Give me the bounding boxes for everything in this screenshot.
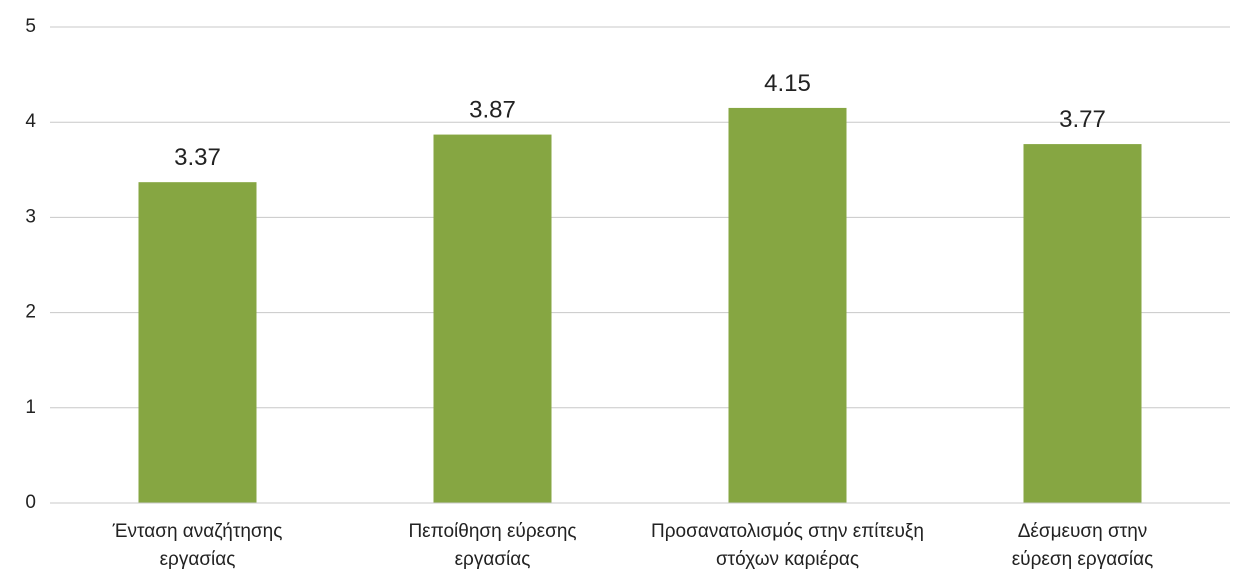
x-axis: Ένταση αναζήτησης εργασίας Πεποίθηση εύρεσ…: [50, 502, 1230, 570]
y-tick-label: 3: [25, 206, 36, 227]
x-tick-label: Πεποίθηση εύρεσης: [408, 521, 576, 542]
bar: [728, 107, 847, 504]
bar: [433, 134, 552, 504]
bar: [1023, 144, 1142, 503]
y-tick-label: 4: [25, 111, 36, 132]
y-tick-label: 2: [25, 302, 36, 323]
bar-value-label: 4.15: [764, 70, 811, 97]
x-tick-label: στόχων καριέρας: [716, 549, 859, 570]
x-tick-label: Ένταση αναζήτησης: [112, 521, 283, 542]
x-tick-label: εύρεση εργασίας: [1012, 549, 1154, 570]
x-tick-label: εργασίας: [160, 549, 236, 570]
bar-value-label: 3.77: [1059, 106, 1106, 133]
bar-value-label: 3.87: [469, 97, 516, 124]
data-labels: 3.37 3.87 4.15 3.77: [174, 70, 1106, 171]
bar: [138, 182, 257, 503]
y-axis: 0 1 2 3 4 5: [25, 16, 36, 513]
bar-value-label: 3.37: [174, 144, 221, 171]
x-tick-label: Δέσμευση στην: [1018, 521, 1148, 542]
y-tick-label: 0: [25, 492, 36, 513]
x-tick-label: εργασίας: [455, 549, 531, 570]
x-tick-label: Προσανατολισμός στην επίτευξη: [651, 521, 924, 542]
bars: [138, 107, 1142, 504]
y-tick-label: 1: [25, 397, 36, 418]
y-tick-label: 5: [25, 16, 36, 37]
